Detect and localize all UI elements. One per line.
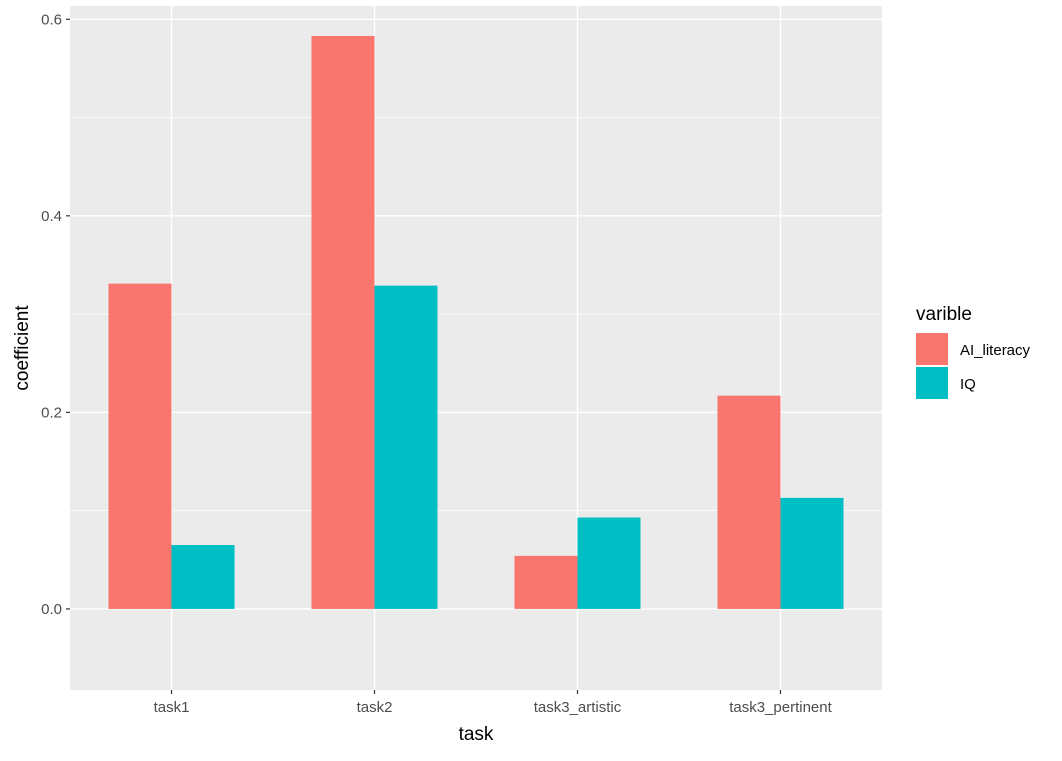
bar-IQ-task3_artistic: [577, 517, 641, 609]
y-tick-label: 0.0: [41, 601, 62, 618]
bar-AI_literacy-task3_artistic: [514, 555, 578, 609]
x-tick-label: task1: [154, 699, 190, 716]
y-tick-label: 0.6: [41, 11, 62, 28]
legend-swatch-IQ: [916, 367, 948, 399]
bar-IQ-task1: [171, 545, 235, 609]
bar-IQ-task3_pertinent: [780, 497, 844, 609]
y-tick-label: 0.2: [41, 404, 62, 421]
x-axis-title: task: [459, 724, 494, 745]
y-axis-title: coefficient: [12, 305, 33, 391]
x-axis: task1 task2 task3_artistic task3_pertinent: [154, 690, 833, 716]
legend: varible AI_literacy IQ: [916, 304, 1031, 399]
bar-AI_literacy-task1: [108, 283, 172, 609]
legend-label-IQ: IQ: [960, 376, 976, 393]
x-tick-label: task2: [357, 699, 393, 716]
x-tick-label: task3_artistic: [534, 699, 622, 716]
bars: [108, 35, 844, 609]
y-tick-label: 0.4: [41, 208, 62, 225]
bar-AI_literacy-task2: [311, 35, 375, 609]
legend-title: varible: [916, 304, 972, 325]
bar-IQ-task2: [374, 285, 438, 609]
y-axis: 0.0 0.2 0.4 0.6: [41, 11, 70, 618]
legend-label-AI_literacy: AI_literacy: [960, 342, 1031, 359]
bar-AI_literacy-task3_pertinent: [717, 395, 781, 609]
legend-swatch-AI_literacy: [916, 333, 948, 365]
x-tick-label: task3_pertinent: [729, 699, 832, 716]
